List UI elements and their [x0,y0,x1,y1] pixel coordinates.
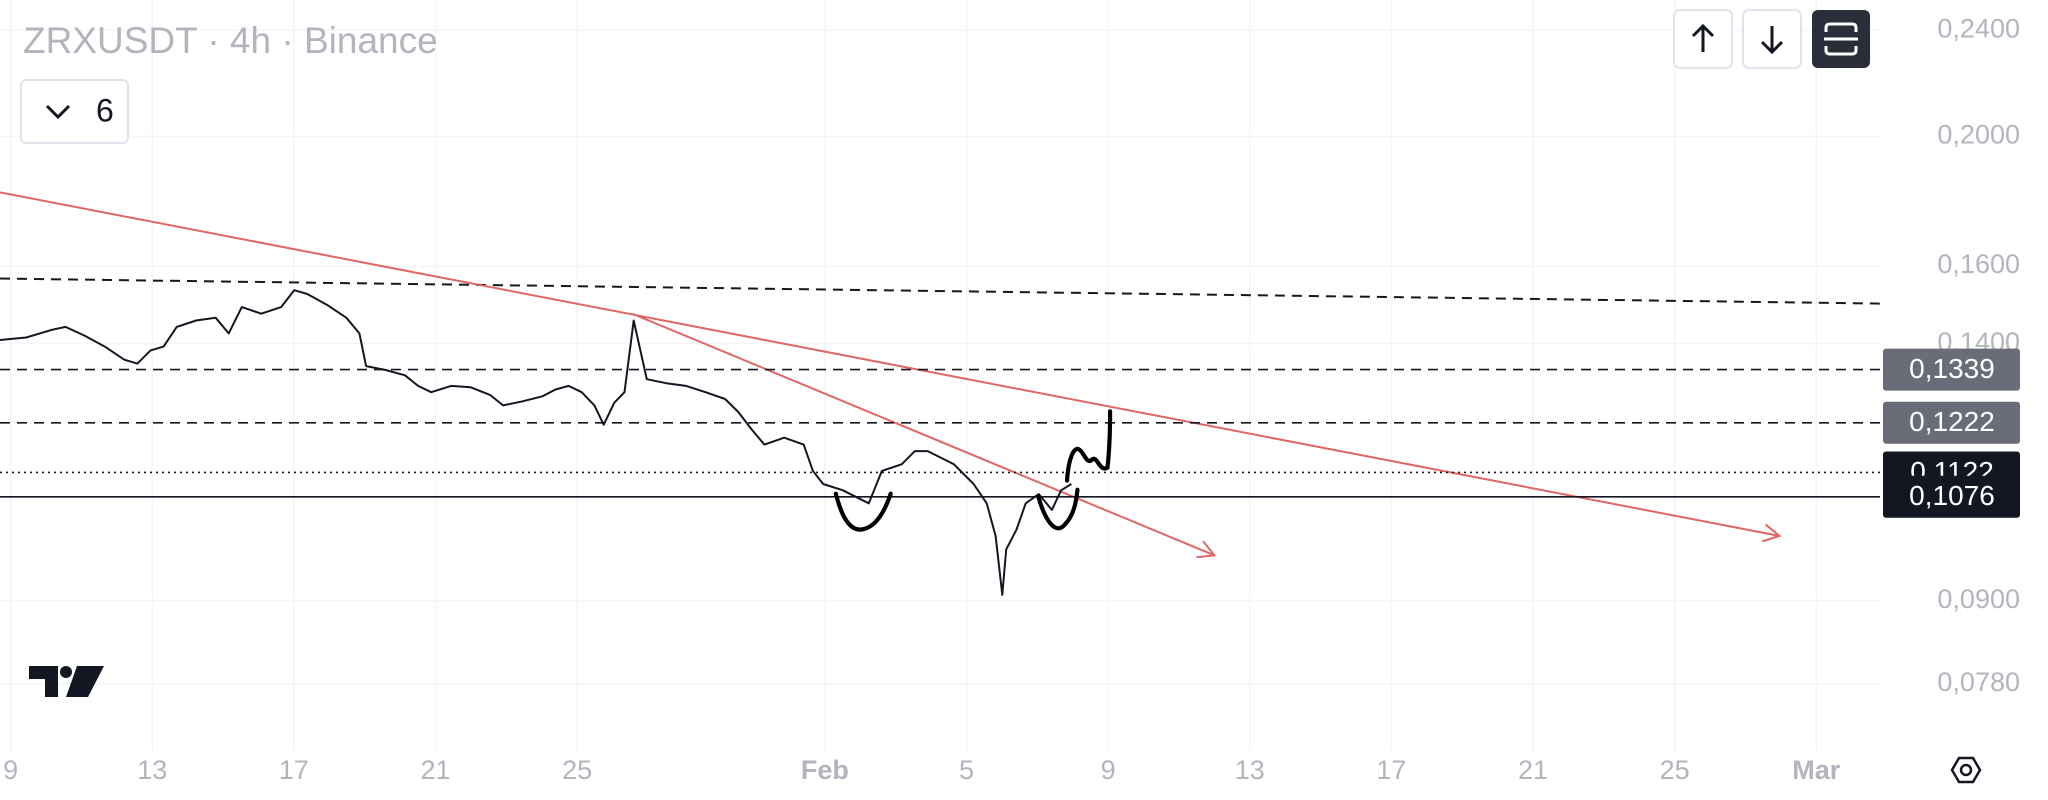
x-tick-label: 5 [959,755,974,785]
x-tick-label: 25 [1660,755,1690,785]
settings-icon-center [1959,763,1973,777]
settings-button[interactable] [1950,756,1982,784]
x-tick-label: 13 [1235,755,1265,785]
price-level-badge [1883,401,2020,444]
x-tick-label: Feb [801,755,849,785]
chevron-icon [45,104,71,120]
trend-line [631,312,1215,557]
x-tick-label: 9 [3,755,18,785]
arrow-down-icon [1760,26,1784,55]
x-tick-label: 17 [1376,755,1406,785]
x-tick-label: 13 [137,755,167,785]
indicator-count: 6 [96,92,114,128]
price-line [0,289,1072,596]
price-level-label: 0,1076 [1909,480,1995,511]
x-tick-label: 25 [562,755,592,785]
trend-line [0,277,1881,305]
down-button[interactable] [1742,9,1802,69]
price-level-label: 0,1339 [1909,353,1995,384]
x-tick-label: 9 [1101,755,1116,785]
x-tick-label: 17 [279,755,309,785]
y-tick-label: 0,1600 [1937,249,2020,279]
price-level-badge [1883,475,2020,518]
trend-arrow-head [1196,540,1217,559]
x-tick-label: 21 [1518,755,1548,785]
logo-shape [29,666,104,697]
chart-title: ZRXUSDT · 4h · Binance [23,20,438,61]
pattern-curve [1036,487,1080,531]
x-tick-label: Mar [1792,755,1841,785]
y-tick-label: 0,2400 [1937,13,2020,43]
logo-dot [60,666,72,678]
arrow-up-icon [1691,23,1715,52]
indicator-toggle[interactable]: 6 [20,79,129,144]
pattern-curve [1064,409,1113,483]
up-button[interactable] [1673,9,1733,69]
price-level-label: 0,1222 [1909,406,1995,437]
y-tick-label: 0,0780 [1937,667,2020,697]
pattern-curve [833,491,893,532]
settings-icon[interactable] [1950,756,1982,784]
fullscreen-button[interactable] [1812,10,1870,68]
fullscreen-icon [1824,22,1858,56]
y-tick-label: 0,2000 [1937,119,2020,149]
logo [29,666,104,697]
price-level-badge [1883,348,2020,391]
marks [0,191,1881,596]
trend-line [0,191,1780,537]
y-tick-label: 0,0900 [1937,584,2020,614]
grid [0,0,1880,751]
hand-drawing [833,409,1113,532]
x-tick-label: 21 [420,755,450,785]
trend-arrow-head [1761,523,1782,543]
indicator-box[interactable] [20,79,129,144]
